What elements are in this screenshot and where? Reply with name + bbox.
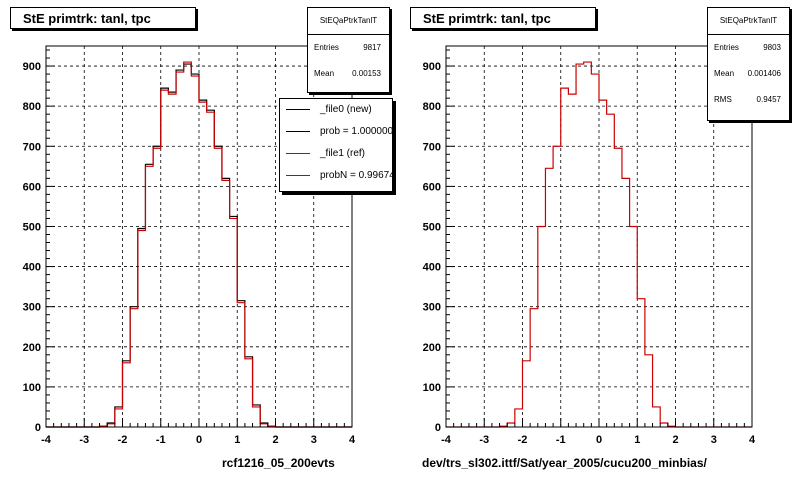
legend: _file0 (new) prob = 1.000000 _file1 (ref… bbox=[279, 98, 393, 192]
y-tick-label: 400 bbox=[423, 262, 441, 274]
y-tick-label: 200 bbox=[423, 342, 441, 354]
legend-entry: _file1 (ref) bbox=[280, 143, 392, 165]
x-tick-label: 3 bbox=[711, 434, 717, 446]
x-tick-label: -4 bbox=[41, 434, 52, 446]
x-tick-label: 2 bbox=[672, 434, 678, 446]
legend-swatch bbox=[286, 131, 310, 132]
entries-label: Entries bbox=[314, 43, 339, 52]
histogram-title: StE primtrk: tanl, tpc bbox=[410, 7, 596, 29]
y-tick-label: 0 bbox=[435, 422, 441, 434]
x-tick-label: -1 bbox=[156, 434, 166, 446]
x-tick-label: -3 bbox=[79, 434, 89, 446]
plot-area bbox=[446, 46, 752, 427]
legend-entry: _file0 (new) bbox=[280, 99, 392, 121]
x-tick-label: 0 bbox=[196, 434, 202, 446]
rms-value: 0.9457 bbox=[756, 95, 781, 104]
y-tick-label: 500 bbox=[423, 221, 441, 233]
y-tick-label: 800 bbox=[423, 101, 441, 113]
legend-text: _file0 (new) bbox=[320, 104, 372, 115]
y-tick-label: 400 bbox=[23, 262, 41, 274]
x-axis-label: dev/trs_sl302.ittf/Sat/year_2005/cucu200… bbox=[422, 456, 707, 470]
x-tick-label: 1 bbox=[234, 434, 240, 446]
mean-value: 0.00153 bbox=[352, 69, 381, 78]
right-panel: -4 -3 -2 -1 0 1 2 3 4 0 100 200 300 400 500 600 700 800 90… bbox=[400, 0, 800, 480]
y-tick-label: 600 bbox=[423, 181, 441, 193]
x-tick-label: 2 bbox=[272, 434, 278, 446]
x-tick-label: -4 bbox=[441, 434, 452, 446]
x-tick-label: 3 bbox=[311, 434, 317, 446]
y-tick-label: 600 bbox=[23, 181, 41, 193]
x-tick-label: -1 bbox=[556, 434, 566, 446]
legend-swatch bbox=[286, 175, 310, 176]
legend-text: _file1 (ref) bbox=[320, 148, 366, 159]
y-tick-label: 900 bbox=[23, 61, 41, 73]
histogram-plot-right: -4 -3 -2 -1 0 1 2 3 4 0 100 200 300 400 500 600 700 800 90… bbox=[423, 45, 756, 446]
left-panel: -4 -3 -2 -1 0 1 2 3 4 0 100 200 300 400 500 600 700 800 90… bbox=[10, 7, 393, 470]
x-tick-label: -3 bbox=[479, 434, 489, 446]
y-tick-label: 0 bbox=[35, 422, 41, 434]
legend-entry: probN = 0.996747 bbox=[280, 165, 392, 187]
stats-box: StEQaPtrkTanlT Entries 9817 Mean 0.00153 bbox=[307, 7, 390, 93]
x-tick-label: 4 bbox=[749, 434, 756, 446]
y-tick-label: 200 bbox=[23, 342, 41, 354]
x-tick-label: -2 bbox=[118, 434, 128, 446]
x-tick-label: 1 bbox=[634, 434, 640, 446]
y-tick-label: 100 bbox=[423, 382, 441, 394]
y-tick-label: 800 bbox=[23, 101, 41, 113]
entries-value: 9803 bbox=[763, 43, 781, 52]
x-tick-label: -2 bbox=[518, 434, 528, 446]
stats-name: StEQaPtrkTanlT bbox=[708, 8, 789, 35]
histogram-title: StE primtrk: tanl, tpc bbox=[10, 7, 196, 29]
y-tick-label: 900 bbox=[423, 61, 441, 73]
legend-text: probN = 0.996747 bbox=[320, 170, 393, 181]
entries-label: Entries bbox=[714, 43, 739, 52]
stats-name: StEQaPtrkTanlT bbox=[308, 8, 389, 35]
mean-label: Mean bbox=[314, 69, 335, 78]
mean-label: Mean bbox=[714, 69, 735, 78]
y-tick-label: 100 bbox=[23, 382, 41, 394]
entries-value: 9817 bbox=[363, 43, 381, 52]
y-tick-label: 300 bbox=[23, 302, 41, 314]
legend-entry: prob = 1.000000 bbox=[280, 121, 392, 143]
y-tick-label: 700 bbox=[423, 141, 441, 153]
y-tick-label: 300 bbox=[423, 302, 441, 314]
y-tick-label: 700 bbox=[23, 141, 41, 153]
stats-box: StEQaPtrkTanlT Entries 9803 Mean 0.001406 … bbox=[707, 7, 790, 121]
mean-value: 0.001406 bbox=[747, 69, 781, 78]
x-tick-label: 4 bbox=[349, 434, 356, 446]
legend-swatch bbox=[286, 153, 310, 154]
y-tick-label: 500 bbox=[23, 221, 41, 233]
rms-label: RMS bbox=[714, 95, 732, 104]
legend-swatch bbox=[286, 109, 310, 110]
x-axis-label: rcf1216_05_200evts bbox=[222, 456, 335, 470]
x-tick-label: 0 bbox=[596, 434, 602, 446]
legend-text: prob = 1.000000 bbox=[320, 126, 393, 137]
